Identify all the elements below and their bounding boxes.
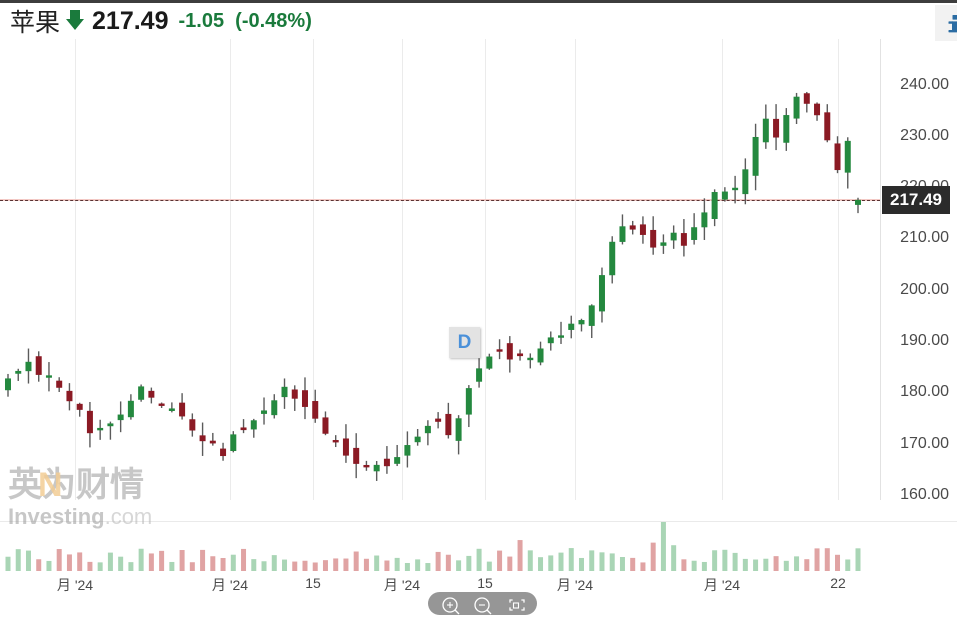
svg-text:N: N [38, 466, 63, 504]
svg-text:英为财情: 英为财情 [8, 466, 144, 504]
svg-text:Investing.com: Investing.com [8, 504, 152, 529]
